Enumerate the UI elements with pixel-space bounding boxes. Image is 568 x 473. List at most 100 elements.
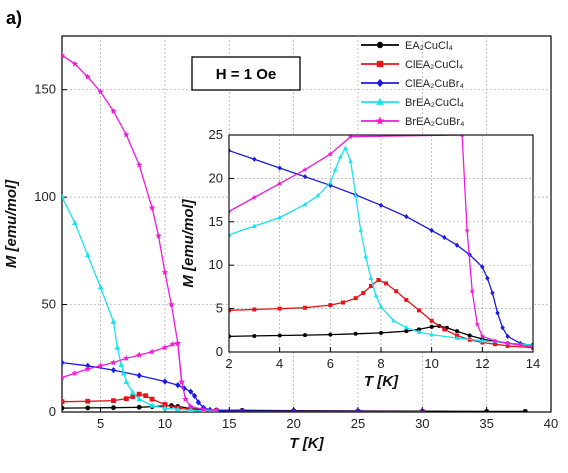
main-data-point	[62, 399, 65, 405]
inset-data-point	[376, 277, 381, 282]
main-data-point	[71, 370, 79, 376]
inset-y-tick-label: 5	[216, 301, 223, 316]
inset-x-tick-label: 4	[276, 356, 283, 371]
inset-series-4	[229, 135, 533, 350]
inset-data-point	[252, 333, 257, 338]
inset-data-point	[378, 304, 384, 309]
main-data-point	[484, 408, 490, 412]
inset-x-tick-label: 2	[225, 356, 232, 371]
main-data-point	[118, 361, 125, 367]
main-data-point	[187, 406, 194, 412]
inset-y-tick-label: 15	[209, 214, 223, 229]
inset-data-point	[442, 234, 447, 241]
main-y-ticks: 0 50 100 150	[34, 82, 67, 419]
main-data-point	[136, 161, 143, 168]
inset-data-point	[403, 325, 409, 330]
main-data-point	[71, 219, 78, 226]
inset-data-point	[302, 201, 308, 207]
inset-data-point	[429, 227, 434, 234]
main-y-tick-label: 0	[49, 404, 56, 419]
main-data-point	[97, 362, 104, 369]
inset-x-tick-label: 6	[327, 356, 334, 371]
inset-data-point	[368, 275, 374, 281]
main-data-point	[239, 408, 245, 412]
main-data-point	[290, 408, 297, 412]
main-x-tick-label: 5	[97, 416, 104, 431]
main-y-tick-label: 50	[42, 297, 56, 312]
inset-data-point	[347, 135, 354, 139]
field-label-box: H = 1 Oe	[191, 56, 301, 91]
inset-data-point	[358, 227, 364, 233]
main-series-5	[62, 339, 185, 385]
inset-data-point	[480, 264, 485, 270]
inset-data-point	[500, 325, 505, 331]
inset-data-point	[229, 308, 231, 313]
main-data-point	[168, 301, 175, 308]
inset-data-point	[363, 253, 369, 259]
main-data-point	[162, 405, 168, 411]
inset-data-point	[343, 145, 348, 150]
main-data-point	[161, 269, 169, 276]
inset-data-point	[328, 332, 333, 337]
main-data-point	[129, 389, 136, 395]
main-data-point	[123, 396, 129, 402]
inset-data-point	[327, 151, 333, 157]
inset-y-tick-label: 10	[209, 257, 223, 272]
main-data-point	[110, 359, 117, 366]
inset-data-point	[252, 156, 257, 162]
main-data-point	[136, 351, 143, 358]
main-data-point	[84, 73, 91, 80]
inset-data-point	[404, 213, 409, 220]
main-data-point	[120, 370, 127, 376]
legend-swatch-marker	[376, 78, 384, 88]
inset-series-3	[229, 145, 533, 347]
main-data-point	[136, 372, 142, 379]
main-data-point	[97, 284, 104, 290]
main-data-point	[130, 394, 136, 399]
inset-y-tick-label: 20	[209, 170, 223, 185]
main-data-point	[181, 385, 187, 392]
main-data-point	[85, 405, 91, 411]
main-data-point	[522, 408, 528, 412]
main-data-point	[178, 378, 185, 385]
inset-data-point	[277, 180, 283, 186]
inset-data-point	[467, 333, 472, 338]
main-data-point	[62, 359, 65, 366]
inset-data-point	[479, 333, 485, 339]
main-data-point	[200, 406, 207, 412]
inset-data-point	[429, 318, 434, 323]
inset-data-point	[394, 289, 399, 294]
main-x-tick-label: 10	[158, 416, 172, 431]
main-y-tick-label: 100	[34, 189, 56, 204]
main-data-point	[174, 339, 181, 346]
inset-data-point	[251, 194, 257, 200]
main-data-point	[123, 354, 130, 361]
legend-swatch-marker	[376, 97, 384, 105]
main-data-point	[84, 365, 91, 372]
main-data-point	[143, 393, 149, 399]
inset-data-point	[505, 333, 510, 339]
inset-y-ticks: 0 5 10 15 20 25	[209, 127, 234, 359]
main-data-point	[149, 402, 155, 408]
inset-data-point	[404, 329, 409, 334]
inset-data-point	[442, 327, 447, 332]
main-data-point	[195, 399, 202, 406]
main-data-point	[182, 395, 189, 402]
inset-data-point	[493, 342, 497, 347]
inset-data-point	[416, 329, 422, 334]
main-data-point	[419, 408, 425, 412]
main-data-point	[148, 204, 156, 211]
legend-entry-label: BrEA₂CuBr₄	[405, 116, 465, 128]
inset-data-point	[328, 303, 333, 308]
inset-y-tick-label: 25	[209, 127, 223, 142]
inset-series-line	[229, 149, 533, 347]
main-data-point	[110, 366, 117, 374]
main-data-point	[355, 408, 361, 412]
inset-chart: 2 4 6 8 10 12 14 0 5 10 15 20 25 T [K] M [emu/mol]	[180, 127, 540, 390]
inset-data-point	[429, 324, 434, 329]
main-data-point	[97, 88, 104, 95]
main-data-point	[114, 344, 121, 350]
inset-data-point	[429, 332, 435, 337]
main-data-point	[71, 60, 79, 67]
legend-entry-label: ClEA₂CuBr₄	[405, 78, 464, 90]
